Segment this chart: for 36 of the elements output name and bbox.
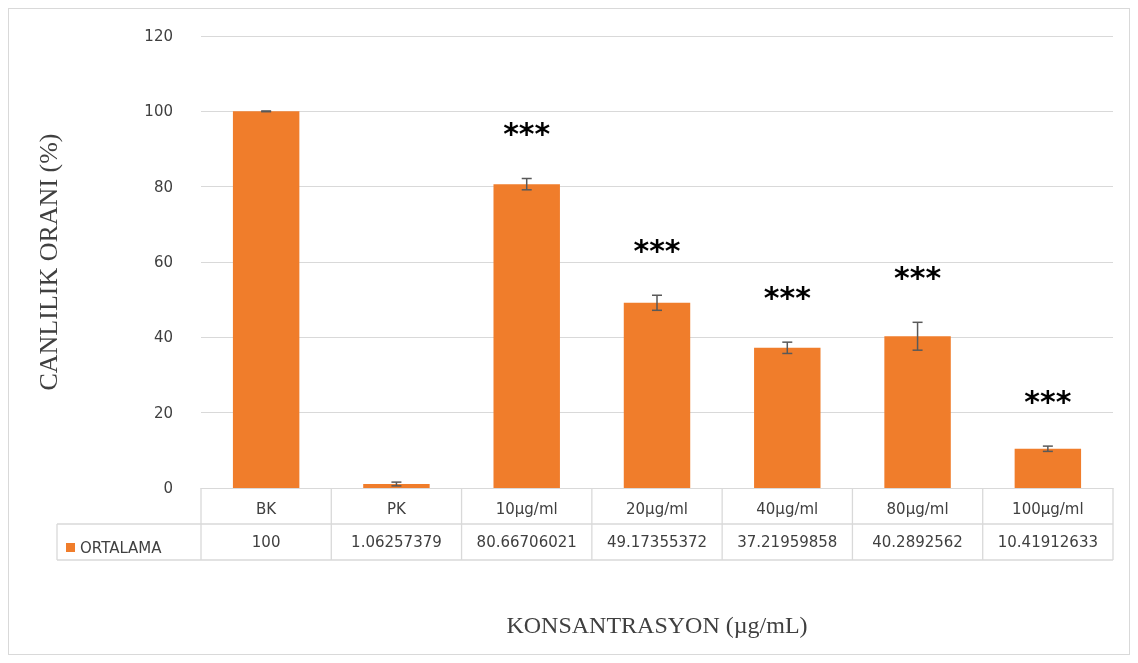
x-axis-title: KONSANTRASYON (µg/mL) (506, 612, 808, 638)
y-axis-title: CANLILIK ORANI (%) (33, 133, 63, 391)
x-tick-label: 40µg/ml (756, 499, 819, 518)
x-tick-label: 20µg/ml (626, 499, 688, 518)
y-tick-label: 80 (153, 177, 173, 196)
y-tick-label: 40 (153, 328, 173, 347)
data-label: 37.21959858 (737, 533, 838, 551)
data-label: 40.2892562 (872, 533, 963, 551)
y-tick-label: 100 (144, 102, 173, 121)
annotation: *** (894, 259, 942, 295)
bar (623, 302, 691, 488)
data-label: 1.06257379 (351, 533, 442, 551)
annotation: *** (1024, 383, 1072, 419)
y-tick-label: 20 (153, 403, 173, 422)
x-tick-label: PK (386, 499, 408, 518)
data-label: 100 (251, 533, 281, 551)
annotation: *** (503, 116, 551, 151)
x-tick-label: 10µg/ml (495, 499, 558, 518)
data-label: 49.17355372 (606, 533, 708, 551)
bar (493, 184, 560, 488)
x-tick-label: 80µg/ml (886, 499, 949, 518)
bar (363, 484, 430, 488)
data-label: 80.66706021 (476, 533, 577, 551)
bar (232, 111, 300, 488)
annotation: *** (763, 279, 812, 315)
legend-label: ORTALAMA (80, 538, 163, 557)
bar (1014, 448, 1082, 488)
data-label: 10.41912633 (997, 533, 1098, 551)
y-tick-label: 0 (163, 479, 173, 497)
bar (884, 336, 951, 488)
x-tick-label: BK (256, 499, 278, 518)
annotation: *** (633, 232, 681, 268)
y-tick-label: 60 (153, 253, 173, 271)
x-tick-label: 100µg/ml (1012, 499, 1084, 518)
bar (754, 347, 821, 488)
y-tick-label: 120 (144, 27, 173, 45)
